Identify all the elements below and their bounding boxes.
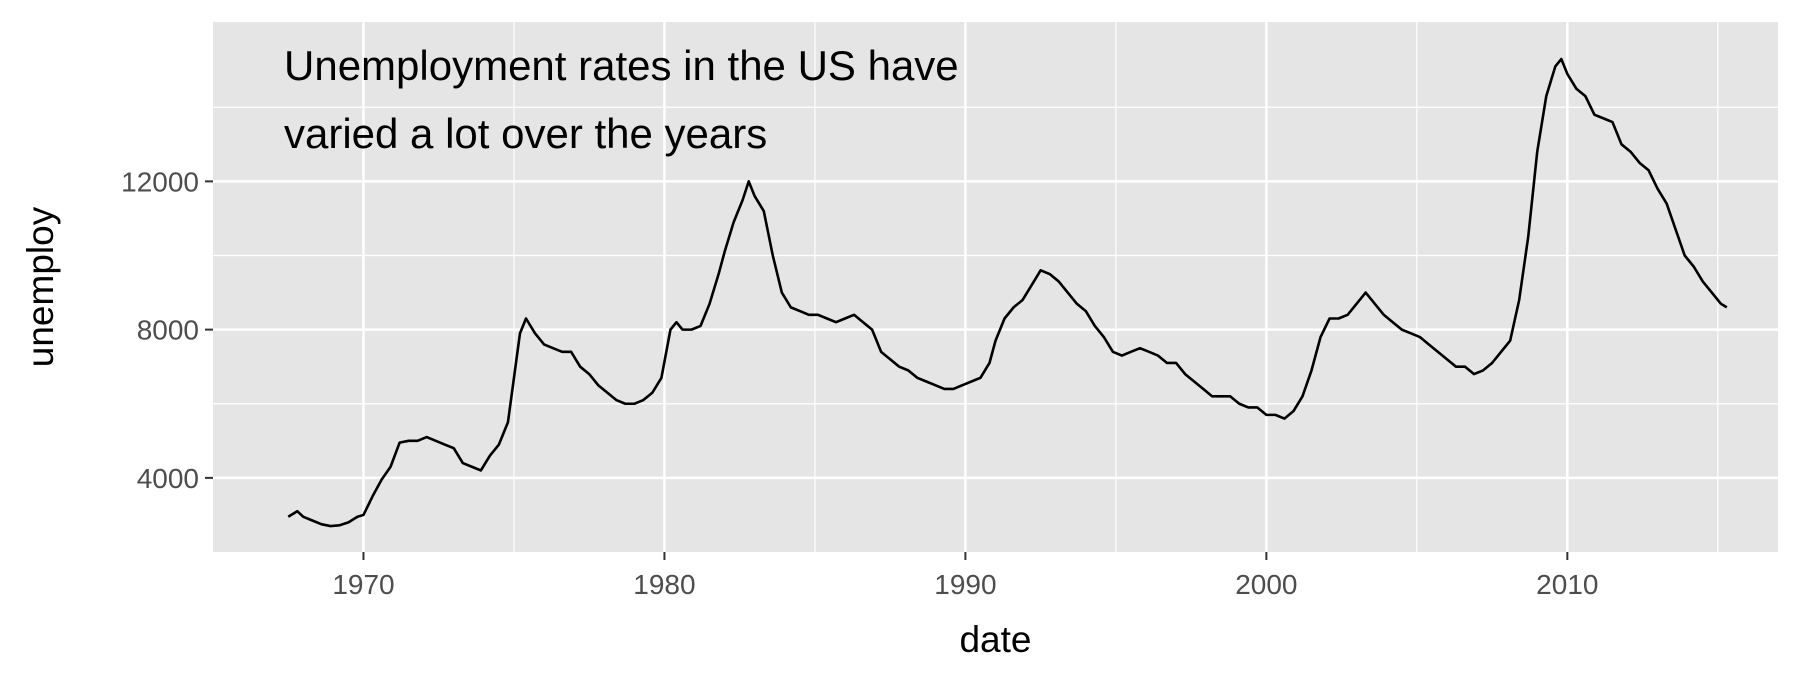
y-axis-title: unemploy (20, 206, 61, 367)
plot-panel (213, 22, 1778, 552)
x-tick-label: 1970 (332, 569, 394, 600)
annotation-line-2: varied a lot over the years (284, 110, 767, 157)
x-axis-ticks: 1970 1980 1990 2000 2010 (332, 552, 1598, 600)
major-gridlines (213, 22, 1778, 552)
minor-gridlines (213, 22, 1778, 552)
x-tick-label: 2000 (1235, 569, 1297, 600)
y-tick-label: 12000 (121, 166, 199, 197)
x-tick-label: 1990 (934, 569, 996, 600)
annotation-line-1: Unemployment rates in the US have (284, 42, 959, 89)
y-tick-label: 8000 (137, 315, 199, 346)
x-tick-label: 1980 (633, 569, 695, 600)
x-tick-label: 2010 (1536, 569, 1598, 600)
y-tick-label: 4000 (137, 463, 199, 494)
x-axis-title: date (959, 619, 1031, 660)
y-axis-ticks: 4000 8000 12000 (121, 166, 213, 494)
series-line-unemploy (287, 57, 1728, 528)
